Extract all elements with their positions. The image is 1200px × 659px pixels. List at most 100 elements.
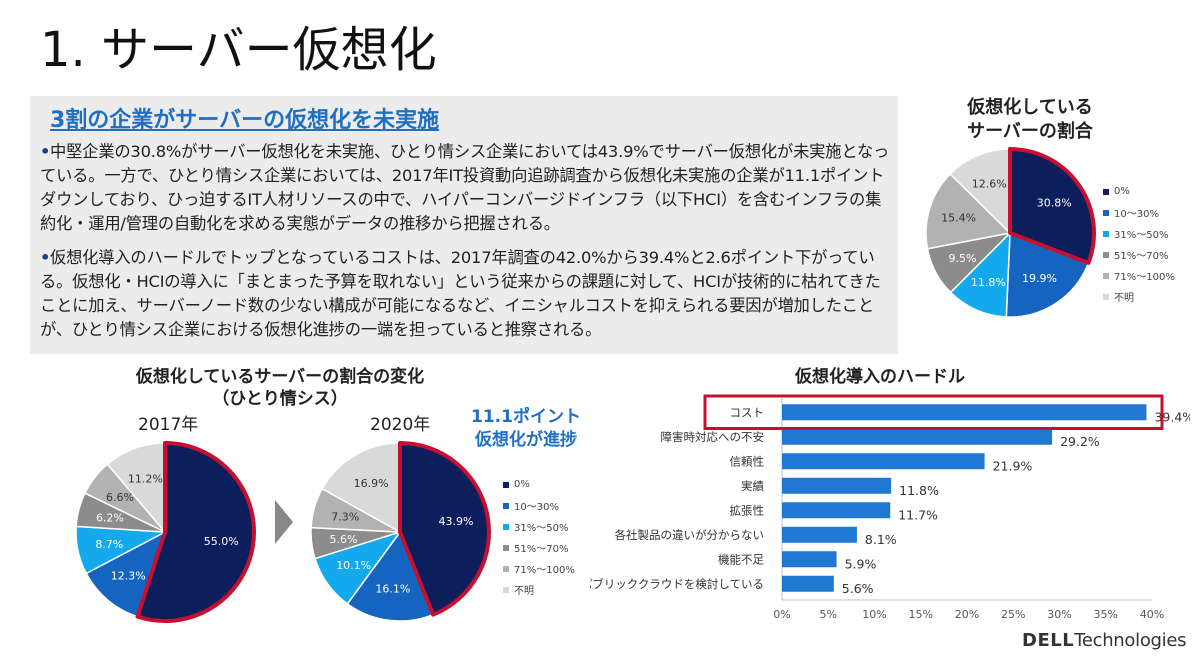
legend-label: 51%～70% bbox=[514, 544, 569, 555]
summary-heading: 3割の企業がサーバーの仮想化を未実施 bbox=[50, 108, 440, 133]
pie-data-label: 6.6% bbox=[106, 491, 134, 504]
legend-item: 不明 bbox=[1103, 286, 1175, 307]
legend-label: 10～30% bbox=[1114, 209, 1159, 220]
legend-item: 0% bbox=[503, 474, 575, 495]
pie-data-label: 7.3% bbox=[331, 510, 359, 523]
legend-item: 31%～50% bbox=[503, 516, 575, 537]
pie-slice-4 bbox=[925, 172, 1012, 250]
pie-data-label: 11.8% bbox=[971, 276, 1006, 289]
bullet-text: 仮想化導入のハードルでトップとなっているコストは、2017年調査の42.0%から… bbox=[40, 248, 881, 339]
pie-data-label: 55.0% bbox=[204, 535, 239, 548]
legend-label: 31%～50% bbox=[1114, 230, 1169, 241]
x-tick-label: 20% bbox=[955, 608, 979, 621]
bar-category-label: 実績 bbox=[741, 479, 764, 493]
callout-line: 11.1ポイント bbox=[471, 407, 581, 427]
bar-value-label: 5.9% bbox=[845, 556, 877, 571]
progress-arrow-icon bbox=[275, 500, 293, 544]
x-tick-label: 0% bbox=[773, 608, 790, 621]
bar-value-label: 39.4% bbox=[1154, 409, 1190, 424]
callout-line: 仮想化が進捗 bbox=[475, 430, 577, 450]
legend-swatch bbox=[503, 565, 509, 572]
legend-item: 51%～70% bbox=[1103, 244, 1175, 265]
pie-highlight-outline bbox=[135, 441, 256, 623]
bar-value-label: 29.2% bbox=[1060, 434, 1100, 449]
legend-label: 31%～50% bbox=[514, 523, 569, 534]
hurdle-bar-chart: コスト 39.4% 障害時対応への不安 29.2% 信頼性 21.9% 実績 11.8% 拡張性… bbox=[590, 394, 1190, 621]
pie-data-label: 12.3% bbox=[111, 570, 146, 583]
bullet-dot: • bbox=[40, 248, 51, 267]
pie-slice-1 bbox=[1005, 231, 1090, 318]
bar-category-label: パブリッククラウドを検討している bbox=[590, 577, 764, 591]
pie-data-label: 9.5% bbox=[949, 252, 977, 265]
server-ratio-legend: 0% 10～30% 31%～50% 51%～70% 71%～100% 不明 bbox=[1103, 181, 1175, 307]
bullet-cost-hurdle: •仮想化導入のハードルでトップとなっているコストは、2017年調査の42.0%か… bbox=[40, 246, 890, 342]
server-ratio-pie-chart: 30.8% 19.9% 11.8% 9.5% 15.4% 12.6% bbox=[925, 147, 1096, 318]
legend-item: 0% bbox=[1103, 181, 1175, 202]
slide-title: 1. サーバー仮想化 bbox=[40, 22, 437, 78]
year-2017-label: 2017年 bbox=[138, 415, 199, 435]
bar-category-label: 障害時対応への不安 bbox=[661, 430, 765, 444]
bullet-dot: • bbox=[40, 142, 51, 161]
x-tick-label: 10% bbox=[862, 608, 886, 621]
legend-item: 不明 bbox=[503, 579, 575, 600]
pie-slice-1 bbox=[346, 530, 435, 622]
legend-item: 71%～100% bbox=[503, 558, 575, 579]
legend-label: 51%～70% bbox=[1114, 251, 1169, 262]
pie-data-label: 11.2% bbox=[128, 473, 163, 486]
legend-swatch bbox=[1103, 272, 1109, 279]
x-tick-label: 40% bbox=[1140, 608, 1164, 621]
legend-swatch bbox=[503, 586, 509, 593]
bar-highlight-box bbox=[703, 394, 1164, 430]
pie-data-label: 10.1% bbox=[336, 559, 371, 572]
bar-value-label: 5.6% bbox=[842, 581, 874, 596]
legend-swatch bbox=[1103, 293, 1109, 300]
bar bbox=[782, 551, 837, 568]
legend-label: 0% bbox=[514, 479, 530, 490]
bar bbox=[782, 477, 892, 494]
x-tick-label: 5% bbox=[820, 608, 837, 621]
x-tick-label: 25% bbox=[1001, 608, 1025, 621]
pie-data-label: 6.2% bbox=[96, 511, 124, 524]
pie-data-label: 43.9% bbox=[438, 515, 473, 528]
legend-item: 71%～100% bbox=[1103, 265, 1175, 286]
pie-data-label: 15.4% bbox=[941, 211, 976, 224]
legend-label: 0% bbox=[1114, 186, 1130, 197]
legend-swatch bbox=[1103, 230, 1109, 237]
year-2020-label: 2020年 bbox=[370, 415, 431, 435]
chart-title-line: 仮想化している bbox=[967, 97, 1093, 118]
bar bbox=[782, 575, 834, 592]
change-chart-title: 仮想化しているサーバーの割合の変化 （ひとり情シス） bbox=[95, 366, 465, 410]
bar-value-label: 21.9% bbox=[993, 458, 1033, 473]
legend-swatch bbox=[503, 544, 509, 551]
legend-label: 不明 bbox=[514, 586, 534, 597]
bullet-text: 中堅企業の30.8%がサーバー仮想化を未実施、ひとり情シス企業においては43.9… bbox=[40, 142, 890, 233]
pie-chart-2020: 43.9% 16.1% 10.1% 5.6% 7.3% 16.9% bbox=[310, 441, 491, 622]
x-tick-label: 35% bbox=[1094, 608, 1118, 621]
legend-label: 71%～100% bbox=[1114, 272, 1175, 283]
pie-slice-5 bbox=[321, 442, 401, 534]
legend-swatch bbox=[1103, 209, 1109, 216]
brand-dell: DELL bbox=[1022, 630, 1075, 651]
pie-highlight-outline bbox=[398, 441, 491, 617]
pie-chart-2017: 55.0% 12.3% 8.7% 6.2% 6.6% 11.2% bbox=[75, 441, 256, 623]
legend-label: 不明 bbox=[1114, 293, 1134, 304]
legend-item: 31%～50% bbox=[1103, 223, 1175, 244]
bar-value-label: 8.1% bbox=[865, 532, 897, 547]
summary-box: 3割の企業がサーバーの仮想化を未実施 •中堅企業の30.8%がサーバー仮想化を未… bbox=[30, 96, 898, 354]
legend-item: 51%～70% bbox=[503, 537, 575, 558]
pie-data-label: 30.8% bbox=[1037, 197, 1072, 210]
legend-label: 71%～100% bbox=[514, 565, 575, 576]
bar bbox=[782, 404, 1147, 421]
dell-technologies-logo: DELLTechnologies bbox=[1022, 630, 1187, 651]
server-ratio-chart-title: 仮想化している サーバーの割合 bbox=[940, 96, 1120, 144]
legend-item: 10～30% bbox=[1103, 202, 1175, 223]
legend-swatch bbox=[503, 502, 509, 509]
bar bbox=[782, 453, 985, 470]
pie-data-label: 8.7% bbox=[95, 538, 123, 551]
bar-category-label: コスト bbox=[730, 405, 765, 419]
pie-data-label: 12.6% bbox=[972, 177, 1007, 190]
chart-title-line: 仮想化しているサーバーの割合の変化 bbox=[135, 367, 425, 387]
bar-value-label: 11.7% bbox=[898, 507, 938, 522]
pie-highlight-outline bbox=[1008, 147, 1096, 265]
bar-category-label: 各社製品の違いが分からない bbox=[615, 528, 765, 542]
